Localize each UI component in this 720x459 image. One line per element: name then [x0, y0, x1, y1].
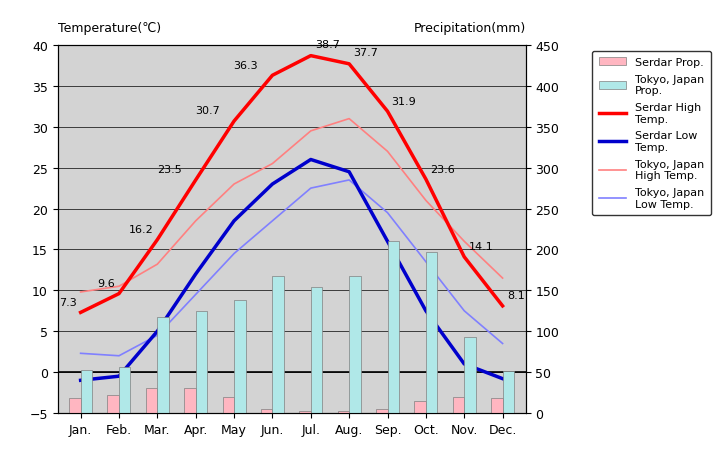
Bar [69, 398, 81, 413]
Bar [300, 411, 311, 413]
Bar [376, 409, 387, 413]
Bar [261, 409, 272, 413]
Bar [503, 371, 514, 413]
Text: 23.6: 23.6 [430, 164, 455, 174]
Bar [491, 398, 503, 413]
Bar [414, 401, 426, 413]
Bar [184, 389, 196, 413]
Bar [464, 337, 476, 413]
Text: 7.3: 7.3 [59, 297, 76, 307]
Text: 14.1: 14.1 [469, 242, 493, 252]
Text: 23.5: 23.5 [157, 165, 181, 175]
Bar [338, 411, 349, 413]
Bar [426, 252, 437, 413]
Bar [272, 276, 284, 413]
Text: 16.2: 16.2 [128, 224, 153, 235]
Text: 38.7: 38.7 [315, 39, 340, 50]
Bar [158, 318, 169, 413]
Text: 36.3: 36.3 [233, 61, 258, 71]
Legend: Serdar Prop., Tokyo, Japan
Prop., Serdar High
Temp., Serdar Low
Temp., Tokyo, Ja: Serdar Prop., Tokyo, Japan Prop., Serdar… [592, 51, 711, 216]
Text: 8.1: 8.1 [507, 291, 524, 301]
Bar [146, 389, 158, 413]
Bar [387, 242, 399, 413]
Bar [196, 311, 207, 413]
Bar [107, 395, 119, 413]
Bar [222, 397, 234, 413]
Bar [81, 371, 92, 413]
Bar [119, 367, 130, 413]
Bar [311, 287, 323, 413]
Bar [453, 397, 464, 413]
Text: 9.6: 9.6 [97, 279, 114, 288]
Text: 30.7: 30.7 [195, 106, 220, 116]
Bar [349, 276, 361, 413]
Bar [234, 301, 246, 413]
Text: 37.7: 37.7 [354, 48, 378, 58]
Text: Temperature(℃): Temperature(℃) [58, 22, 161, 35]
Text: Precipitation(mm): Precipitation(mm) [413, 22, 526, 35]
Text: 31.9: 31.9 [392, 96, 416, 106]
